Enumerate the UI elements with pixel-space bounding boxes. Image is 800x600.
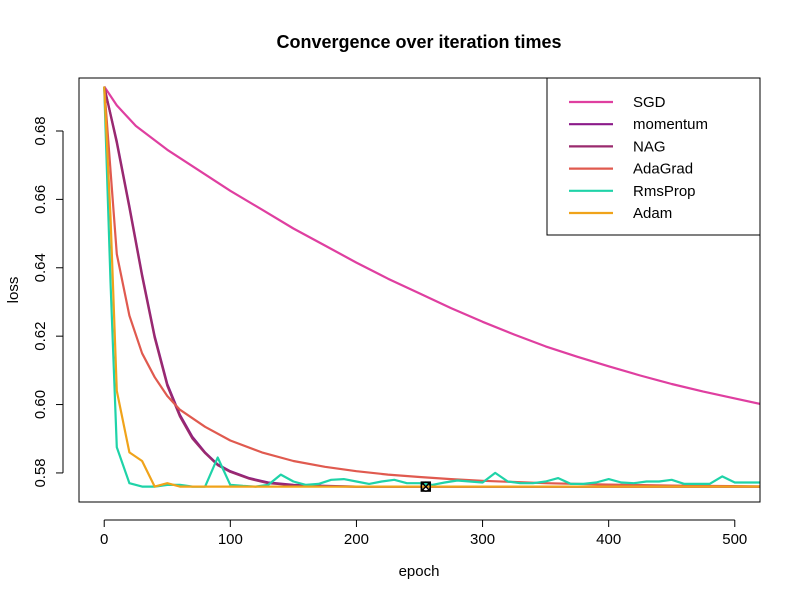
legend-box bbox=[546, 77, 761, 236]
axes: 0 100 200 300 400 500 0.58 0.60 0.62 0.64 0.66 0.68 bbox=[32, 116, 747, 548]
legend: SGD momentum NAG AdaGrad RmsProp Adam bbox=[546, 77, 761, 236]
x-tick-label: 500 bbox=[722, 531, 747, 548]
x-tick-label: 0 bbox=[100, 531, 108, 548]
y-tick-label: 0.62 bbox=[32, 322, 49, 351]
y-tick-label: 0.64 bbox=[32, 253, 49, 282]
legend-label-sgd: SGD bbox=[633, 94, 666, 111]
y-tick-label: 0.66 bbox=[32, 185, 49, 214]
y-tick-label: 0.58 bbox=[32, 458, 49, 487]
legend-label-adagrad: AdaGrad bbox=[633, 161, 693, 178]
x-axis-label: epoch bbox=[399, 563, 440, 580]
legend-label-momentum: momentum bbox=[633, 116, 708, 133]
series-line-adam bbox=[103, 86, 760, 488]
legend-label-rmsprop: RmsProp bbox=[633, 183, 696, 200]
y-tick-label: 0.68 bbox=[32, 116, 49, 145]
x-tick-label: 200 bbox=[344, 531, 369, 548]
series-line-sgd bbox=[103, 85, 760, 405]
chart-title: Convergence over iteration times bbox=[276, 32, 561, 52]
y-axis-label: loss bbox=[5, 277, 22, 304]
optimum-marker bbox=[420, 481, 432, 492]
y-tick-label: 0.60 bbox=[32, 390, 49, 419]
x-tick-label: 300 bbox=[470, 531, 495, 548]
x-tick-label: 400 bbox=[596, 531, 621, 548]
plot-area-border bbox=[78, 77, 761, 503]
legend-label-nag: NAG bbox=[633, 138, 666, 155]
legend-label-adam: Adam bbox=[633, 205, 672, 222]
x-tick-label: 100 bbox=[218, 531, 243, 548]
